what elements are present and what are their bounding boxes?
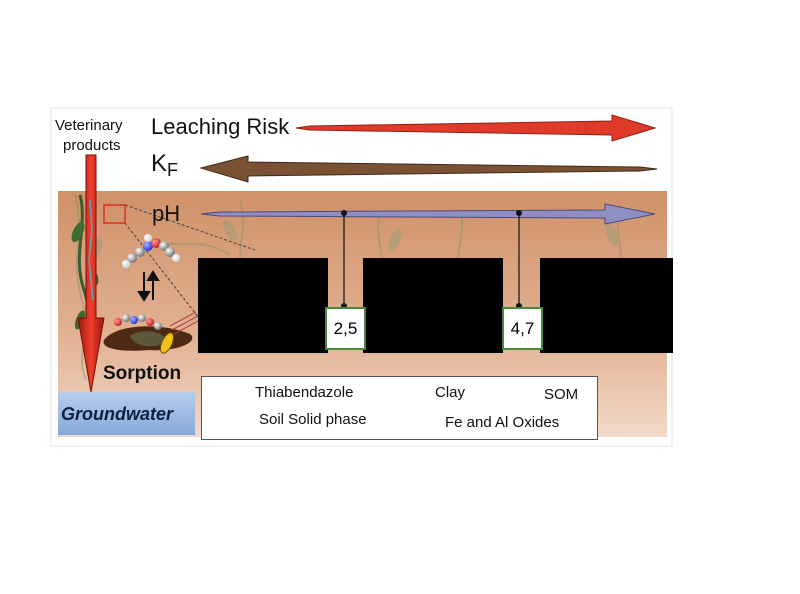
veterinary-label-line2: products: [63, 137, 121, 154]
legend-clay: Clay: [435, 384, 466, 401]
kf-label-main: K: [151, 150, 168, 177]
sorbent-cluster: [103, 311, 201, 354]
legend-som: SOM: [544, 386, 579, 403]
legend-box: Thiabendazole Clay SOM Soil Solid phase …: [201, 376, 598, 440]
molecule-panel-neutral: [363, 258, 503, 353]
kf-arrow: [199, 155, 658, 183]
groundwater-label: Groundwater: [61, 404, 174, 424]
pka-value-2: 4,7: [502, 307, 543, 350]
zoom-box: [103, 204, 126, 224]
groundwater-band: [58, 392, 195, 435]
molecule-panel-cationic: [198, 258, 328, 353]
molecule-panel-anionic: [540, 258, 673, 353]
kf-label: KF: [151, 150, 178, 181]
ph-arrow: [200, 203, 656, 225]
legend-thiabendazole: Thiabendazole: [255, 384, 354, 401]
sorption-exchange-arrows: [137, 270, 160, 302]
leaching-risk-arrow: [295, 114, 657, 142]
veterinary-label-line1: Veterinary: [55, 117, 123, 134]
ph-label: pH: [152, 201, 181, 226]
leaching-risk-label: Leaching Risk: [151, 114, 290, 139]
legend-soil-solid-phase: Soil Solid phase: [259, 411, 367, 428]
sorption-label: Sorption: [103, 363, 182, 384]
legend-fe-al-oxides: Fe and Al Oxides: [445, 414, 560, 431]
kf-label-sub: F: [167, 160, 179, 180]
pka-value-1: 2,5: [325, 307, 366, 350]
sorption-molecule-icon: [122, 234, 180, 268]
